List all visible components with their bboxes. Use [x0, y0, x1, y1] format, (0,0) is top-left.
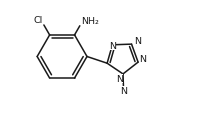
Text: N: N	[120, 86, 127, 95]
Text: N: N	[134, 36, 141, 45]
Text: N: N	[139, 55, 146, 64]
Text: Cl: Cl	[33, 16, 42, 25]
Text: N: N	[110, 42, 116, 51]
Text: NH₂: NH₂	[81, 17, 99, 26]
Text: N: N	[116, 75, 123, 83]
